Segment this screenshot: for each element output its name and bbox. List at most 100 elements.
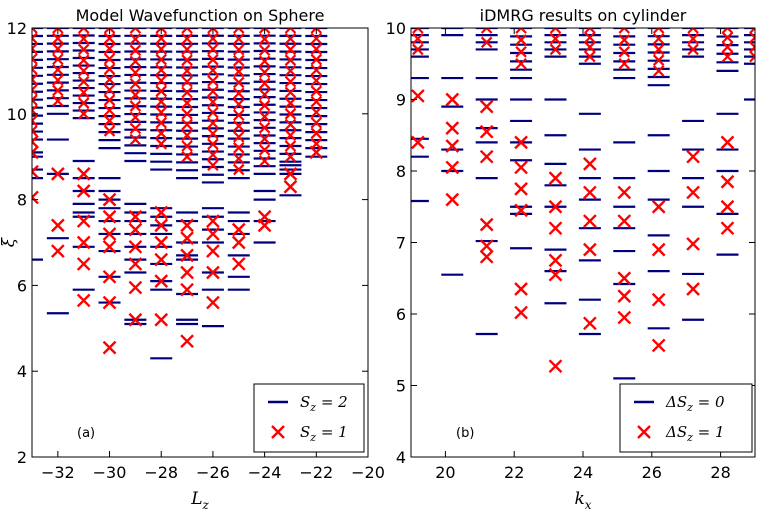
y-tick-label: 9	[396, 91, 406, 110]
level-cross-dense	[515, 46, 527, 58]
level-cross-dense	[207, 138, 219, 150]
level-cross-dense	[232, 163, 245, 176]
level-cross-dense	[310, 53, 323, 66]
level-cross-dense	[584, 31, 596, 44]
level-cross-dense	[129, 133, 142, 146]
level-cross-dense	[155, 106, 168, 119]
level-cross-dense	[232, 131, 245, 143]
level-cross-dense	[181, 43, 193, 56]
y-tick-label: 4	[396, 448, 406, 467]
level-cross	[720, 135, 735, 150]
level-cross-dense	[232, 109, 245, 121]
x-tick-label: 24	[573, 463, 593, 482]
level-cross-dense	[129, 44, 142, 57]
x-axis-label: kx	[574, 489, 591, 512]
level-cross-dense	[32, 94, 38, 106]
level-cross-dense	[32, 53, 38, 65]
level-cross-dense	[258, 33, 271, 45]
level-cross-dense	[77, 108, 90, 120]
level-cross-dense	[155, 138, 168, 150]
level-cross-dense	[480, 28, 493, 34]
legend-label: ΔSz = 1	[665, 423, 725, 444]
y-tick-label: 4	[17, 362, 27, 381]
level-cross	[257, 209, 272, 224]
level-cross	[720, 221, 735, 236]
level-cross-dense	[652, 43, 665, 56]
level-cross-dense	[155, 95, 168, 108]
level-cross-dense	[32, 28, 38, 34]
x-tick-label: 22	[504, 463, 524, 482]
level-cross-dense	[232, 65, 245, 78]
level-cross-dense	[32, 125, 38, 137]
level-cross-dense	[310, 32, 323, 45]
level-cross-dense	[181, 140, 193, 152]
y-tick-label: 12	[7, 19, 27, 38]
level-cross-dense	[52, 32, 64, 45]
level-cross-dense	[284, 28, 297, 34]
level-cross-dense	[181, 86, 193, 99]
level-cross	[617, 289, 632, 303]
level-cross-dense	[618, 34, 631, 46]
chart-panel-b: 20 22 24 26 28 4 5 6 7 8 9 10 iDMRG results on cylin…	[386, 6, 756, 512]
level-cross	[651, 199, 666, 214]
level-cross-dense	[232, 152, 245, 165]
level-cross	[583, 185, 597, 200]
level-cross	[102, 192, 117, 207]
level-cross-dense	[412, 28, 424, 34]
legend: ΔSz = 0 ΔSz = 1	[619, 383, 753, 453]
chart-title: Model Wavefunction on Sphere	[76, 6, 325, 25]
level-cross-dense	[77, 43, 90, 56]
y-tick-label: 6	[396, 305, 406, 324]
level-cross-dense	[77, 65, 90, 77]
level-cross-dense	[155, 116, 168, 129]
level-cross	[180, 265, 194, 280]
level-cross	[686, 185, 700, 200]
level-cross	[206, 265, 220, 280]
level-cross-dense	[749, 28, 755, 34]
level-cross	[154, 205, 169, 220]
level-cross-dense	[207, 43, 219, 55]
level-cross-dense	[258, 66, 271, 79]
level-cross-dense	[412, 32, 424, 45]
level-cross	[686, 237, 700, 251]
level-cross	[76, 293, 91, 308]
level-cross-dense	[284, 97, 297, 109]
level-cross-dense	[258, 110, 271, 123]
level-cross-dense	[232, 120, 245, 132]
level-cross-dense	[284, 140, 297, 152]
level-cross-dense	[207, 106, 219, 119]
level-cross-dense	[310, 85, 323, 97]
level-cross	[206, 227, 220, 241]
level-cross-dense	[103, 125, 116, 137]
plot-area	[411, 28, 755, 380]
x-tick-label: −22	[299, 463, 333, 482]
level-cross-dense	[232, 98, 245, 111]
level-cross-dense	[129, 89, 142, 101]
level-cross	[514, 305, 528, 320]
level-cross	[617, 271, 632, 286]
level-cross-dense	[129, 55, 142, 68]
level-cross-dense	[181, 97, 193, 109]
level-cross-dense	[77, 28, 90, 34]
level-cross-dense	[515, 28, 527, 34]
level-cross	[479, 149, 494, 164]
level-cross-dense	[155, 32, 168, 45]
level-cross-dense	[155, 53, 168, 66]
level-cross-dense	[232, 33, 245, 45]
level-cross	[283, 167, 298, 181]
level-cross-dense	[310, 28, 323, 34]
level-cross	[548, 359, 563, 374]
level-cross-dense	[480, 36, 493, 49]
level-cross-dense	[52, 28, 64, 34]
x-axis-label: Lz	[190, 489, 209, 512]
level-cross	[514, 160, 528, 175]
level-cross-dense	[721, 28, 734, 34]
level-cross-dense	[310, 116, 323, 129]
level-cross	[50, 218, 65, 233]
level-cross-dense	[232, 44, 245, 56]
y-axis-label: ξ	[0, 236, 19, 247]
level-cross-dense	[515, 34, 527, 46]
level-cross-dense	[77, 97, 90, 109]
level-cross	[76, 184, 91, 198]
level-cross	[50, 167, 65, 181]
